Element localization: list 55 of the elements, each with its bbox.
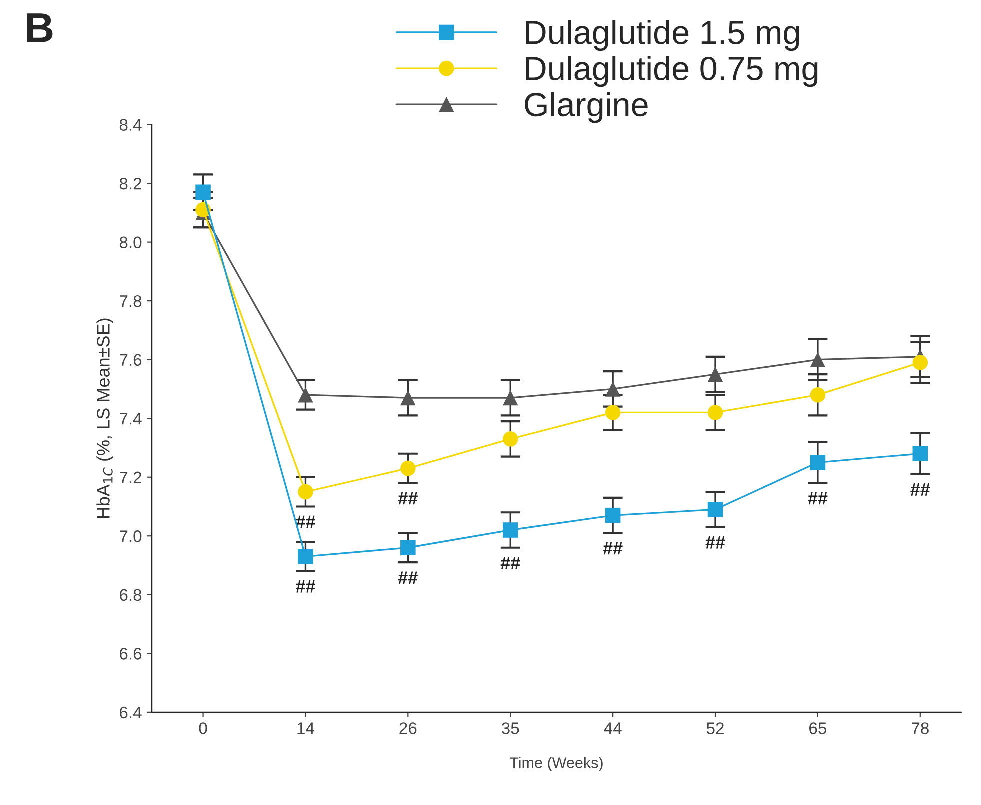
x-tick-label: 26 — [400, 722, 417, 734]
point — [298, 484, 314, 500]
legend-label: Dulaglutide 0.75 mg — [526, 56, 818, 88]
chart-title: B — [27, 14, 53, 42]
point — [298, 549, 314, 564]
point — [400, 460, 416, 476]
data-label: ## — [398, 572, 418, 584]
data-label: ## — [910, 484, 930, 496]
data-label: ## — [603, 542, 623, 555]
legend-label: Glargine — [525, 92, 648, 124]
point — [502, 432, 518, 447]
y-tick-label: 7.0 — [120, 530, 142, 542]
y-tick-label: 6.4 — [120, 706, 142, 719]
y-tick-label: 8.2 — [120, 178, 142, 190]
y-tick-label: 8.0 — [120, 236, 142, 249]
data-label: ## — [398, 492, 418, 505]
point — [502, 522, 518, 538]
point — [912, 446, 928, 462]
point — [708, 405, 724, 420]
data-label: ## — [706, 536, 726, 549]
point — [196, 184, 211, 200]
data-label: ## — [296, 580, 316, 593]
point — [605, 405, 621, 420]
y-tick-label: 7.8 — [120, 295, 142, 308]
x-tick-label: 35 — [502, 722, 520, 734]
point — [810, 387, 826, 403]
y-tick-label: 7.4 — [120, 413, 142, 425]
y-tick-label: 7.2 — [120, 472, 142, 484]
point — [708, 502, 724, 518]
data-label: ## — [500, 557, 520, 570]
legend-label: Dulaglutide 1.5 mg — [526, 20, 800, 52]
data-label: ## — [296, 516, 316, 528]
y-tick-label: 6.6 — [120, 648, 142, 660]
x-tick-label: 65 — [810, 722, 827, 734]
x-tick-label: 52 — [706, 722, 724, 734]
point — [605, 382, 621, 397]
y-tick-label: 7.6 — [120, 354, 142, 366]
x-tick-label: 14 — [298, 722, 315, 734]
y-tick-label: 8.4 — [120, 119, 142, 131]
y-tick-label: 6.8 — [120, 589, 142, 602]
x-tick-label: 78 — [912, 722, 929, 734]
point — [400, 390, 416, 406]
x-axis-title: Time (Weeks) — [510, 757, 603, 772]
data-label: ## — [808, 492, 828, 505]
x-tick-label: 0 — [199, 722, 208, 734]
point — [912, 355, 928, 370]
y-axis-title: HbA$_{1C}$ (%, LS Mean±SE) — [96, 318, 114, 518]
point — [810, 352, 826, 368]
point — [298, 387, 314, 403]
point — [502, 390, 518, 406]
point — [708, 366, 724, 382]
point — [400, 540, 416, 556]
x-tick-label: 44 — [604, 722, 622, 734]
point — [605, 508, 621, 524]
point — [810, 455, 826, 470]
